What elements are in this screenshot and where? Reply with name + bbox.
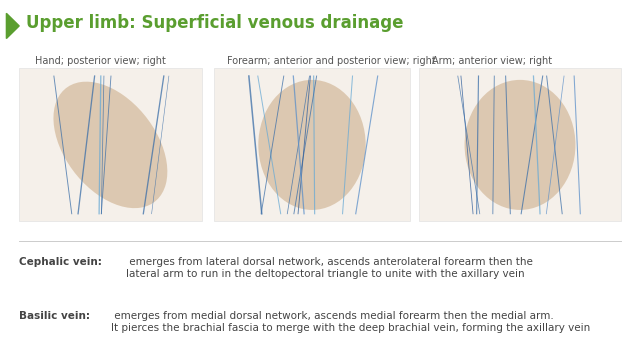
Ellipse shape: [259, 80, 365, 210]
Text: Upper limb: Superficial venous drainage: Upper limb: Superficial venous drainage: [26, 14, 403, 32]
Text: Basilic vein:: Basilic vein:: [19, 311, 90, 321]
Text: Hand; posterior view; right: Hand; posterior view; right: [35, 56, 166, 66]
Text: emerges from lateral dorsal network, ascends anterolateral forearm then the
late: emerges from lateral dorsal network, asc…: [126, 257, 533, 279]
Polygon shape: [6, 13, 19, 39]
Text: Forearm; anterior and posterior view; right: Forearm; anterior and posterior view; ri…: [227, 56, 436, 66]
FancyBboxPatch shape: [214, 68, 410, 221]
Text: emerges from medial dorsal network, ascends medial forearm then the medial arm.
: emerges from medial dorsal network, asce…: [111, 311, 590, 333]
FancyBboxPatch shape: [419, 68, 621, 221]
Ellipse shape: [54, 82, 167, 208]
Text: Cephalic vein:: Cephalic vein:: [19, 257, 102, 267]
FancyBboxPatch shape: [19, 68, 202, 221]
Ellipse shape: [465, 80, 575, 210]
Text: Arm; anterior view; right: Arm; anterior view; right: [432, 56, 552, 66]
